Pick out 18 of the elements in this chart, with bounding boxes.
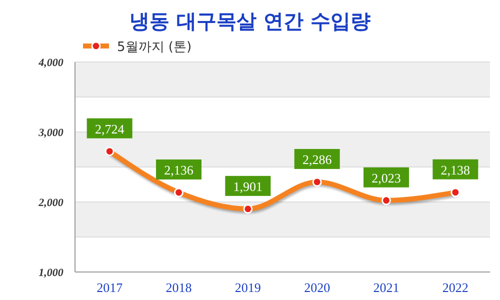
x-tick-label: 2018 [166, 280, 192, 295]
y-tick-label: 3,000 [38, 127, 64, 139]
y-tick-label: 4,000 [38, 57, 64, 69]
x-tick-label: 2022 [442, 280, 468, 295]
data-label: 1,901 [233, 178, 263, 194]
x-tick-label: 2020 [304, 280, 330, 295]
x-tick-label: 2021 [373, 280, 400, 295]
data-label: 2,724 [94, 121, 125, 136]
data-label: 2,136 [164, 162, 194, 178]
data-label: 2,023 [372, 170, 401, 186]
legend-label: 5월까지 (톤) [117, 40, 192, 55]
data-label: 2,138 [440, 162, 470, 178]
x-tick-label: 2019 [234, 280, 261, 295]
data-label: 2,286 [302, 152, 332, 167]
chart-title: 냉동 대구목살 연간 수입량 [130, 9, 370, 33]
y-tick-label: 2,000 [38, 197, 64, 209]
x-tick-label: 2017 [96, 280, 124, 295]
y-tick-label: 1,000 [38, 267, 64, 279]
